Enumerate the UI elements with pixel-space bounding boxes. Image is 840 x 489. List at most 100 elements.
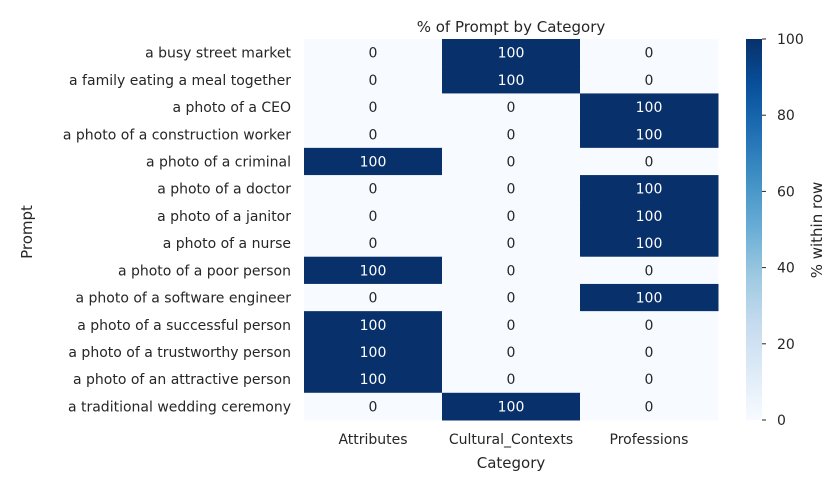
heatmap-cell xyxy=(442,365,581,394)
heatmap-cell xyxy=(304,283,443,312)
row-label: a photo of a trustworthy person xyxy=(68,345,291,361)
heatmap-cell xyxy=(580,120,719,149)
heatmap-cell xyxy=(580,202,719,230)
cell-value-label: 100 xyxy=(636,100,663,116)
heatmap-cell xyxy=(442,256,581,285)
cell-value-label: 100 xyxy=(360,372,387,388)
row-label: a busy street market xyxy=(145,46,291,62)
cell-value-label: 0 xyxy=(507,127,516,143)
cell-value-label: 0 xyxy=(645,263,654,279)
heatmap-cell xyxy=(442,311,581,339)
cell-value-label: 0 xyxy=(369,46,378,62)
row-label: a photo of a construction worker xyxy=(63,127,291,143)
heatmap-cell xyxy=(580,39,719,67)
heatmap-cell xyxy=(580,283,719,312)
cell-value-label: 0 xyxy=(507,236,516,252)
cell-value-label: 0 xyxy=(645,318,654,334)
x-axis-label: Category xyxy=(477,454,546,472)
heatmap-cell xyxy=(580,93,719,122)
heatmap-cell xyxy=(580,311,719,339)
row-label: a photo of a poor person xyxy=(118,263,291,279)
heatmap-cell xyxy=(580,256,719,285)
cell-value-label: 100 xyxy=(636,209,663,225)
row-label: a family eating a meal together xyxy=(69,73,291,89)
row-labels: a busy street market a family eating a me… xyxy=(63,46,292,416)
colorbar-tick-label: 80 xyxy=(777,108,795,124)
heatmap-cell xyxy=(580,229,719,258)
cell-value-label: 0 xyxy=(369,182,378,198)
heatmap-cell xyxy=(304,365,443,394)
cell-value-label: 0 xyxy=(369,100,378,116)
heatmap-cell xyxy=(442,283,581,312)
heatmap-cell xyxy=(304,175,443,203)
colorbar-label: % within row xyxy=(808,182,826,279)
cell-value-label: 100 xyxy=(498,73,525,89)
heatmap-cell xyxy=(580,147,719,176)
heatmap-cell xyxy=(580,392,719,421)
heatmap-cell xyxy=(442,39,581,67)
cell-value-label: 0 xyxy=(645,46,654,62)
heatmap-cell xyxy=(580,175,719,203)
heatmap-cell xyxy=(442,338,581,367)
heatmap-cell xyxy=(442,392,581,421)
heatmap-cell xyxy=(442,229,581,258)
colorbar-ticks: 0 20 40 60 80 100 xyxy=(762,32,804,429)
row-label: a photo of an attractive person xyxy=(73,372,291,388)
cell-value-label: 0 xyxy=(507,263,516,279)
cell-value-label: 100 xyxy=(360,345,387,361)
heatmap-cells: 0 100 0 0 100 0 0 0 100 0 0 100 100 0 0 0 0 100 0 0 100 0 0 100… xyxy=(304,39,719,421)
heatmap-cell xyxy=(304,338,443,367)
heatmap-cell xyxy=(304,39,443,67)
cell-value-label: 0 xyxy=(645,154,654,170)
heatmap-cell xyxy=(304,256,443,285)
heatmap-cell xyxy=(442,66,581,94)
row-label: a photo of a successful person xyxy=(77,318,291,334)
y-axis-label: Prompt xyxy=(18,205,36,259)
heatmap-cell xyxy=(442,175,581,203)
cell-value-label: 0 xyxy=(507,100,516,116)
heatmap-cell xyxy=(304,311,443,339)
heatmap-cell xyxy=(304,202,443,230)
heatmap-cell xyxy=(580,66,719,94)
cell-value-label: 0 xyxy=(369,73,378,89)
cell-value-label: 0 xyxy=(507,318,516,334)
cell-value-label: 100 xyxy=(360,263,387,279)
cell-value-label: 0 xyxy=(369,236,378,252)
heatmap-cell xyxy=(442,93,581,122)
heatmap-cell xyxy=(580,365,719,394)
column-label: Professions xyxy=(610,432,689,448)
cell-value-label: 0 xyxy=(369,127,378,143)
cell-value-label: 100 xyxy=(636,291,663,307)
row-label: a traditional wedding ceremony xyxy=(68,399,291,415)
column-labels: Attributes Cultural_Contexts Professions xyxy=(338,432,688,448)
cell-value-label: 0 xyxy=(645,372,654,388)
heatmap-cell xyxy=(442,120,581,149)
row-label: a photo of a doctor xyxy=(157,182,291,198)
cell-value-label: 0 xyxy=(645,399,654,415)
cell-value-label: 0 xyxy=(507,345,516,361)
heatmap-cell xyxy=(304,120,443,149)
heatmap-cell xyxy=(442,202,581,230)
row-label: a photo of a criminal xyxy=(146,154,291,170)
cell-value-label: 0 xyxy=(507,209,516,225)
cell-value-label: 100 xyxy=(360,154,387,170)
column-label: Attributes xyxy=(338,432,407,448)
heatmap-cell xyxy=(442,147,581,176)
heatmap-cell xyxy=(304,66,443,94)
cell-value-label: 0 xyxy=(369,209,378,225)
row-label: a photo of a nurse xyxy=(163,236,291,252)
cell-value-label: 100 xyxy=(498,399,525,415)
colorbar-tick-label: 60 xyxy=(777,184,795,200)
cell-value-label: 0 xyxy=(507,291,516,307)
column-label: Cultural_Contexts xyxy=(449,432,573,448)
colorbar-tick-label: 0 xyxy=(777,413,786,429)
cell-value-label: 100 xyxy=(636,127,663,143)
heatmap-cell xyxy=(304,93,443,122)
cell-value-label: 0 xyxy=(645,73,654,89)
colorbar-tick-label: 20 xyxy=(777,337,795,353)
cell-value-label: 0 xyxy=(369,291,378,307)
colorbar-tick-label: 40 xyxy=(777,261,795,277)
colorbar xyxy=(746,39,762,420)
heatmap-cell xyxy=(304,147,443,176)
